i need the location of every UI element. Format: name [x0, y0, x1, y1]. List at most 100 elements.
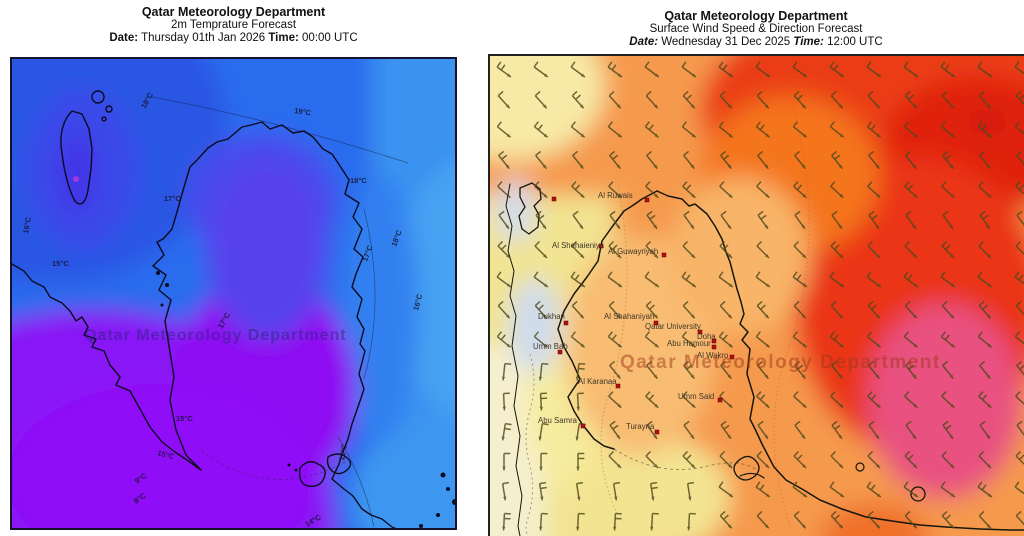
wind-barb	[576, 512, 585, 531]
wind-barb	[903, 331, 919, 348]
wind-barb	[904, 510, 918, 529]
wind-barb	[866, 481, 882, 498]
wind-barb	[1016, 210, 1024, 230]
wind-barb	[1015, 300, 1024, 319]
wind-barb	[571, 300, 585, 319]
saudi-qatar-border	[196, 446, 348, 480]
saudi-west-coast	[505, 183, 523, 536]
wind-barb	[978, 240, 992, 259]
wind-barb	[756, 450, 770, 469]
wind-barb	[607, 121, 623, 138]
wind-barb	[755, 61, 771, 78]
temperature-contour-lines	[151, 96, 409, 528]
city-marker	[697, 329, 703, 335]
wind-barb	[572, 210, 584, 230]
wind-barb	[940, 121, 956, 138]
small-islands	[156, 271, 455, 528]
wind-barb	[979, 360, 991, 380]
wind-barb	[831, 420, 843, 440]
bahrain-hotspot	[73, 176, 79, 182]
saudi-qatar-border	[613, 448, 759, 472]
wind-barb	[905, 150, 917, 170]
wind-level-boundaries	[525, 95, 810, 536]
city-marker	[717, 397, 723, 403]
wind-barb	[496, 121, 512, 138]
city-label: Umm Said	[678, 392, 714, 401]
wind-barb	[977, 121, 993, 138]
wind-barb	[682, 450, 696, 469]
wind-barb	[792, 331, 808, 348]
saudi-coastline	[12, 263, 202, 471]
wind-barb	[940, 61, 956, 78]
temperature-color-field	[12, 59, 455, 528]
wind-barb	[940, 331, 956, 348]
wind-barb	[720, 150, 732, 170]
wind-barb	[1014, 121, 1024, 138]
southeast-coastline	[331, 478, 397, 528]
temperature-map-svg: 18°C19°C17°C18°C16°C15°C18°C17°C16°C17°C…	[12, 59, 455, 528]
wind-barb	[645, 300, 659, 319]
wind-barb	[572, 150, 584, 170]
city-marker	[653, 320, 659, 326]
wind-barb	[683, 210, 695, 230]
wind-barb	[497, 181, 511, 199]
wind-barb	[979, 210, 991, 230]
wind-barb	[1015, 240, 1024, 256]
wind-barb	[978, 181, 992, 199]
wind-barb	[793, 240, 807, 259]
station-marker	[551, 196, 557, 202]
wind-barb	[830, 510, 844, 529]
wind-barb	[502, 512, 511, 531]
wind-barb	[538, 422, 549, 441]
wind-barb	[977, 331, 993, 348]
wind-barb	[496, 331, 512, 348]
wind-barb	[502, 392, 510, 411]
wind-barb	[575, 481, 584, 501]
temp-contour-label: 17°C	[164, 194, 181, 203]
wind-barb	[755, 481, 771, 498]
city-marker	[563, 320, 569, 326]
city-label: Turayna	[626, 422, 655, 431]
wind-barb	[682, 240, 696, 259]
wind-barb	[502, 452, 511, 471]
wind-barb	[720, 420, 732, 440]
temp-contour-label: 19°C	[294, 106, 312, 117]
salt-flat-outlines	[733, 455, 760, 481]
wind-barb	[533, 331, 549, 348]
wind-barb	[609, 420, 621, 440]
wind-barb	[792, 481, 808, 498]
wind-barb	[570, 331, 586, 348]
wind-barb	[1014, 331, 1024, 348]
wind-barb	[867, 450, 881, 469]
wind-barb	[942, 360, 954, 380]
wind-barb	[646, 360, 658, 380]
wind-barb	[497, 240, 511, 259]
wind-barb	[792, 271, 808, 288]
wind-barb	[978, 300, 992, 319]
wind-barb	[830, 181, 844, 199]
wind-barb	[977, 481, 993, 498]
wind-barb	[613, 512, 622, 531]
wind-barb	[718, 331, 734, 348]
wind-barb	[755, 271, 771, 288]
city-marker	[661, 252, 667, 258]
wind-barb	[830, 90, 844, 109]
wind-barb	[866, 271, 882, 288]
wind-barb	[977, 271, 993, 288]
wind-barb	[682, 391, 696, 409]
wind-barb	[905, 210, 917, 230]
wind-barb	[903, 61, 919, 78]
wind-barb	[941, 181, 955, 199]
wind-barb	[904, 240, 918, 259]
wind-barb	[793, 300, 807, 319]
wind-barb	[539, 392, 548, 411]
wind-barb	[686, 481, 695, 501]
city-marker	[729, 354, 735, 360]
wind-barb	[1016, 150, 1024, 170]
wind-barb	[609, 150, 621, 170]
wind-barb	[794, 420, 806, 440]
wind-barb	[718, 61, 734, 78]
wind-barb	[756, 391, 770, 409]
wind-barb	[608, 240, 622, 259]
